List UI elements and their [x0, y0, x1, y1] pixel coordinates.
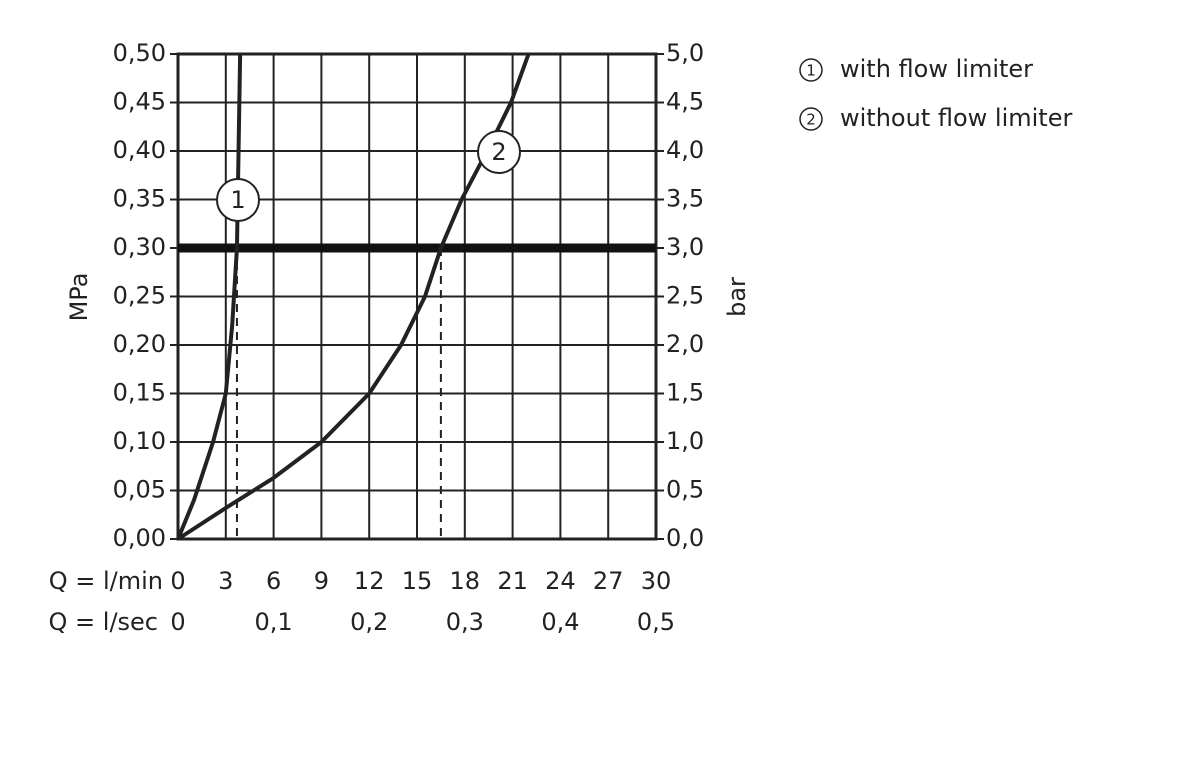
legend-symbol-label: 2: [806, 111, 816, 129]
legend-symbol: [799, 58, 823, 82]
y-tick-label: 0,40: [113, 136, 166, 164]
y2-axis-label: bar: [723, 277, 751, 317]
curve-label: 2: [491, 138, 506, 166]
legend-symbol: [799, 107, 823, 131]
y-tick-label: 0,35: [113, 185, 166, 213]
x-tick-label: 9: [314, 567, 329, 595]
x-axis-label: Q = l/min: [49, 567, 163, 595]
y-tick-label: 0,05: [113, 476, 166, 504]
curve-label: 1: [230, 186, 245, 214]
x2-tick-label: 0,1: [255, 608, 293, 636]
x-tick-label: 24: [545, 567, 576, 595]
x2-tick-label: 0,5: [637, 608, 675, 636]
y2-tick-label: 4,0: [666, 136, 704, 164]
x-tick-label: 30: [641, 567, 672, 595]
y-tick-label: 0,45: [113, 88, 166, 116]
x-tick-label: 15: [402, 567, 433, 595]
y-axis-label: MPa: [65, 273, 93, 322]
y-tick-label: 0,25: [113, 282, 166, 310]
y-tick-label: 0,50: [113, 39, 166, 67]
x2-axis-label: Q = l/sec: [49, 608, 158, 636]
y-tick-label: 0,30: [113, 233, 166, 261]
x-tick-label: 21: [497, 567, 528, 595]
y2-tick-label: 3,5: [666, 185, 704, 213]
plot-frame: [176, 52, 658, 541]
x-tick-label: 27: [593, 567, 624, 595]
series-line: [176, 53, 243, 540]
y2-tick-label: 5,0: [666, 39, 704, 67]
x2-tick-label: 0,3: [446, 608, 484, 636]
legend-label: with flow limiter: [840, 55, 1033, 83]
x-tick-label: 12: [354, 567, 385, 595]
y2-tick-label: 0,5: [666, 476, 704, 504]
y2-tick-label: 2,5: [666, 282, 704, 310]
curve-label-circle: [216, 178, 260, 222]
y-tick-label: 0,00: [113, 524, 166, 552]
y2-tick-label: 3,0: [666, 233, 704, 261]
y2-tick-label: 2,0: [666, 330, 704, 358]
y2-tick-label: 4,5: [666, 88, 704, 116]
x2-tick-label: 0,2: [350, 608, 388, 636]
x-tick-label: 6: [266, 567, 281, 595]
legend-label: without flow limiter: [840, 104, 1072, 132]
y-tick-label: 0,20: [113, 330, 166, 358]
y2-tick-label: 0,0: [666, 524, 704, 552]
y2-tick-label: 1,5: [666, 379, 704, 407]
y-tick-label: 0,10: [113, 427, 166, 455]
x-tick-label: 0: [170, 567, 185, 595]
x2-tick-label: 0,4: [541, 608, 579, 636]
y-tick-label: 0,15: [113, 379, 166, 407]
x-tick-label: 3: [218, 567, 233, 595]
x-tick-label: 18: [450, 567, 481, 595]
x2-tick-label: 0: [170, 608, 185, 636]
legend-symbol-label: 1: [806, 62, 816, 80]
curve-label-circle: [477, 130, 521, 174]
y2-tick-label: 1,0: [666, 427, 704, 455]
